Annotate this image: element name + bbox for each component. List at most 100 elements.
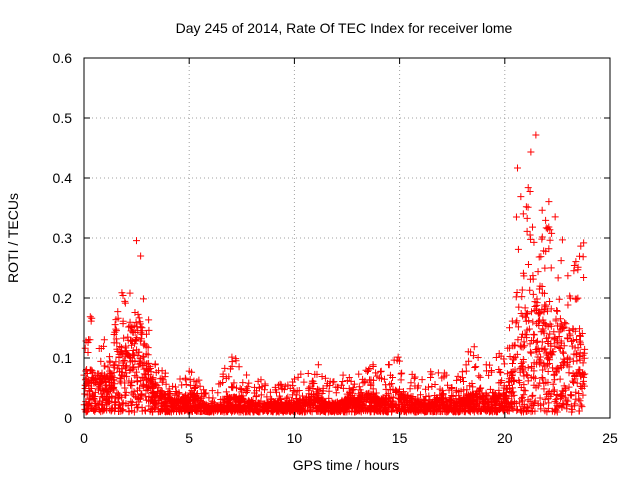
data-point xyxy=(577,242,585,250)
data-point xyxy=(570,378,578,386)
data-point xyxy=(554,274,562,282)
data-point xyxy=(514,323,522,331)
data-point xyxy=(422,393,430,401)
data-point xyxy=(190,401,198,409)
data-point xyxy=(529,391,537,399)
data-point xyxy=(527,148,535,156)
data-point xyxy=(535,285,543,293)
data-point xyxy=(529,290,537,298)
data-point xyxy=(425,383,433,391)
data-point xyxy=(366,364,374,372)
data-point xyxy=(84,339,92,347)
y-tick-label: 0.2 xyxy=(53,290,73,306)
data-point xyxy=(431,381,439,389)
data-point xyxy=(555,328,563,336)
data-point xyxy=(112,335,120,343)
data-point xyxy=(269,398,277,406)
data-point xyxy=(326,382,334,390)
data-point xyxy=(464,348,472,356)
data-point xyxy=(186,406,194,414)
data-point xyxy=(135,314,143,322)
data-point xyxy=(382,381,390,389)
data-point xyxy=(317,406,325,414)
data-point xyxy=(136,320,144,328)
data-point xyxy=(504,344,512,352)
data-point xyxy=(527,349,535,357)
data-point xyxy=(555,344,563,352)
data-point xyxy=(369,385,377,393)
data-point xyxy=(137,335,145,343)
data-point xyxy=(375,374,383,382)
data-point xyxy=(469,400,477,408)
data-point xyxy=(277,398,285,406)
data-point xyxy=(276,392,284,400)
data-point xyxy=(492,406,500,414)
data-point xyxy=(532,131,540,139)
data-point xyxy=(531,298,539,306)
data-point xyxy=(267,406,275,414)
data-point xyxy=(558,320,566,328)
data-point xyxy=(278,384,286,392)
data-point xyxy=(89,369,97,377)
data-point xyxy=(95,374,103,382)
x-tick-label: 25 xyxy=(602,430,618,446)
data-point xyxy=(519,366,527,374)
data-point xyxy=(431,402,439,410)
data-point xyxy=(339,384,347,392)
data-point xyxy=(525,317,533,325)
data-point xyxy=(193,406,201,414)
data-point xyxy=(564,354,572,362)
data-point xyxy=(558,393,566,401)
data-point xyxy=(283,401,291,409)
data-point xyxy=(127,365,135,373)
data-point xyxy=(535,310,543,318)
data-point xyxy=(572,336,580,344)
data-point xyxy=(401,392,409,400)
data-point xyxy=(459,377,467,385)
data-point xyxy=(147,406,155,414)
data-point xyxy=(274,381,282,389)
data-point xyxy=(372,369,380,377)
data-point xyxy=(222,374,230,382)
data-point xyxy=(522,203,530,211)
data-point xyxy=(287,403,295,411)
data-point xyxy=(521,304,529,312)
data-point xyxy=(535,358,543,366)
data-point xyxy=(530,331,538,339)
data-point xyxy=(377,368,385,376)
data-point xyxy=(552,317,560,325)
data-point xyxy=(471,364,479,372)
data-point xyxy=(201,390,209,398)
data-point xyxy=(460,394,468,402)
data-point xyxy=(517,193,525,201)
data-point xyxy=(114,314,122,322)
data-point xyxy=(245,379,253,387)
data-point xyxy=(537,253,545,261)
data-point xyxy=(398,404,406,412)
data-point xyxy=(547,305,555,313)
data-point xyxy=(408,395,416,403)
data-point xyxy=(575,352,583,360)
data-point xyxy=(319,384,327,392)
data-point xyxy=(511,353,519,361)
data-point xyxy=(470,343,478,351)
data-point xyxy=(437,408,445,416)
data-point xyxy=(516,379,524,387)
data-point xyxy=(537,405,545,413)
data-point xyxy=(567,391,575,399)
data-point xyxy=(162,380,170,388)
data-point xyxy=(275,407,283,415)
data-point xyxy=(109,384,117,392)
data-point xyxy=(133,404,141,412)
data-point xyxy=(526,348,534,356)
data-point xyxy=(235,363,243,371)
data-point xyxy=(560,349,568,357)
data-point xyxy=(195,376,203,384)
data-point xyxy=(92,399,100,407)
data-point xyxy=(108,393,116,401)
data-point xyxy=(129,328,137,336)
data-point xyxy=(299,397,307,405)
data-point xyxy=(156,375,164,383)
data-point xyxy=(382,385,390,393)
data-point xyxy=(553,307,561,315)
